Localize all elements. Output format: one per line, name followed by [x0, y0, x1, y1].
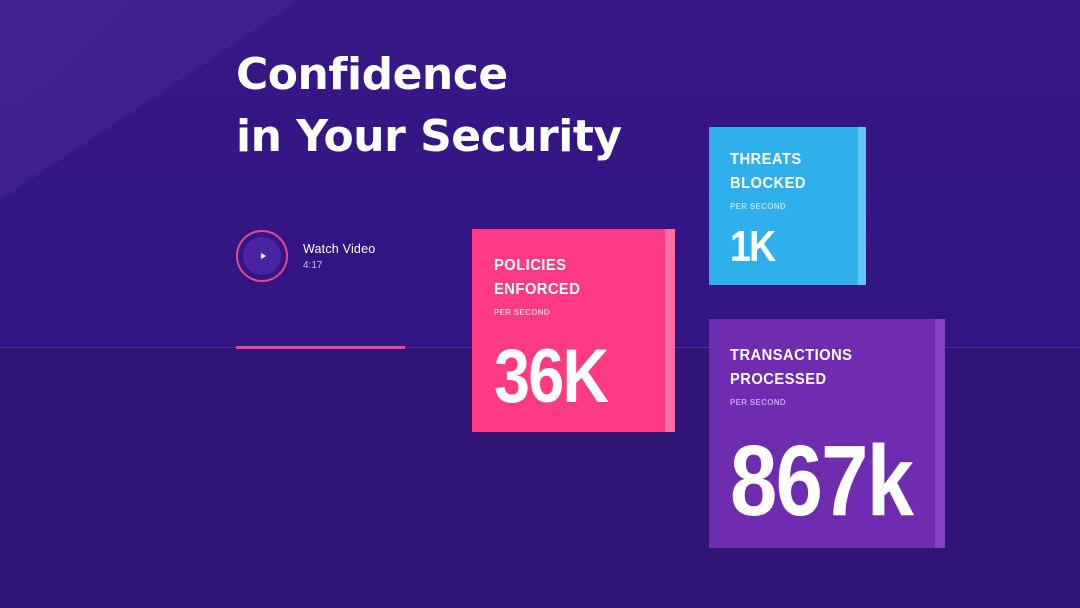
play-circle [243, 237, 281, 275]
video-label[interactable]: Watch Video [303, 241, 376, 256]
play-icon [260, 253, 266, 259]
stat-unit: PER SECOND [730, 202, 786, 211]
card-edge [935, 319, 945, 548]
card-edge [665, 229, 675, 432]
stat-label-line-1: POLICIES [494, 257, 567, 274]
stat-label-line-2: BLOCKED [730, 175, 807, 192]
stat-label-line-2: ENFORCED [494, 281, 581, 298]
stat-label: POLICIES ENFORCED [494, 254, 661, 302]
stat-label: THREATS BLOCKED [730, 148, 855, 196]
stat-label-line-1: THREATS [730, 151, 802, 168]
card-edge [858, 127, 866, 285]
stat-card-policies: POLICIES ENFORCED PER SECOND 36K [472, 229, 675, 432]
stat-card-threats: THREATS BLOCKED PER SECOND 1K [709, 127, 866, 285]
video-duration: 4:17 [303, 259, 323, 271]
play-button[interactable] [236, 230, 288, 282]
stat-value: 36K [494, 334, 609, 419]
stat-label-line-2: PROCESSED [730, 371, 827, 388]
stat-label: TRANSACTIONS PROCESSED [730, 344, 928, 392]
hero-headline: Confidence in Your Security [236, 44, 622, 168]
stat-label-line-1: TRANSACTIONS [730, 347, 853, 364]
headline-line-2: in Your Security [236, 111, 622, 162]
stat-card-transactions: TRANSACTIONS PROCESSED PER SECOND 867k [709, 319, 945, 548]
watch-video-button[interactable]: Watch Video 4:17 [236, 230, 375, 282]
stat-value: 1K [730, 222, 776, 271]
accent-bar [236, 346, 405, 349]
video-info: Watch Video 4:17 [303, 242, 375, 271]
headline-line-1: Confidence [236, 49, 508, 100]
stat-value: 867k [730, 425, 914, 537]
stat-unit: PER SECOND [494, 308, 550, 317]
stat-unit: PER SECOND [730, 398, 786, 407]
